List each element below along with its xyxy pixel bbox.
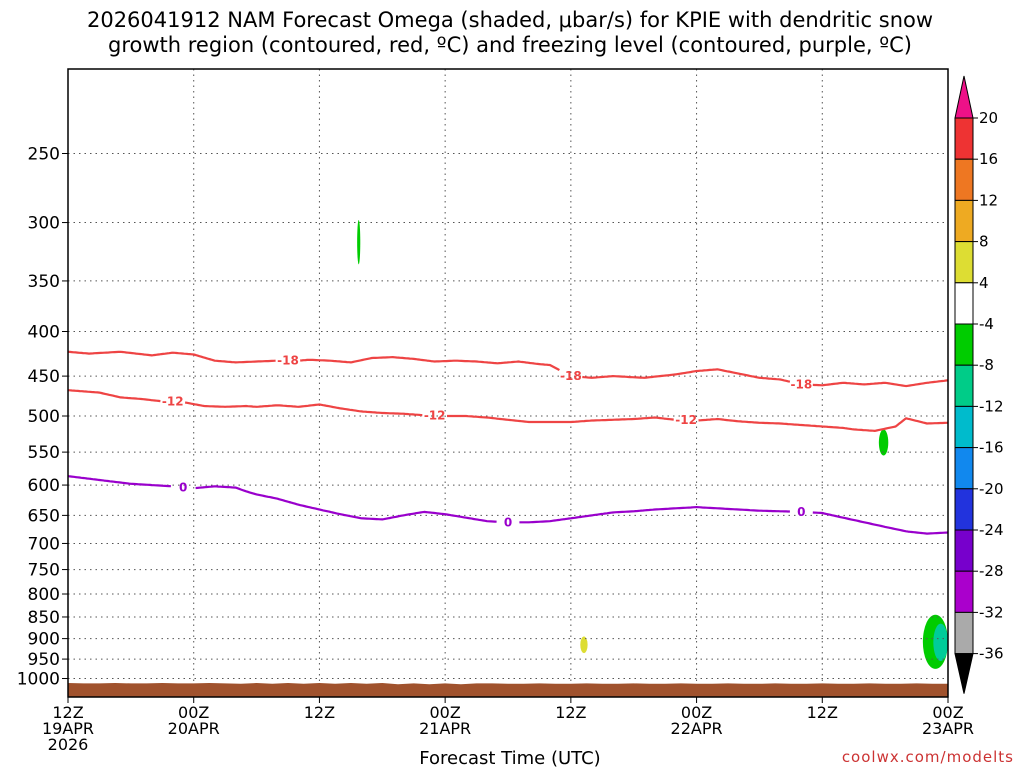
colorbar-swatch (954, 611, 974, 655)
contour-label: -12 (675, 413, 697, 427)
y-tick-label: 750 (28, 561, 60, 581)
colorbar-swatch (954, 199, 974, 243)
omega-shaded-region (580, 636, 588, 654)
contour-label: -18 (790, 377, 812, 391)
colorbar-swatch (954, 405, 974, 449)
contour-line (519, 506, 790, 524)
y-tick-label: 250 (28, 145, 60, 165)
contour-line (300, 356, 560, 372)
x-tick-label: 2026 (48, 735, 89, 754)
x-tick-label: 22APR (671, 719, 723, 738)
contour-layer: -18 -18 -18 -12 -12 -12 0 0 0 (67, 350, 949, 535)
x-tick-label: 19APR (42, 719, 94, 738)
x-tick-label: 00Z (429, 703, 460, 722)
y-tick-label: 400 (28, 323, 60, 343)
colorbar-label: -28 (979, 562, 1004, 580)
y-tick-label: 350 (28, 272, 60, 292)
terrain-surface (68, 683, 948, 697)
contour-line (67, 389, 161, 403)
y-tick-label: 450 (28, 367, 60, 387)
grid-lines (68, 69, 948, 697)
y-tick-label: 950 (28, 650, 60, 670)
y-tick-label: 1000 (17, 670, 60, 690)
colorbar-label: -36 (979, 645, 1004, 663)
contour-line (184, 401, 423, 417)
colorbar-swatch (954, 241, 974, 284)
y-axis: 2503003504004505005506006507007508008509… (17, 145, 68, 690)
y-tick-label: 900 (28, 630, 60, 650)
colorbar-label: -32 (979, 603, 1004, 621)
colorbar-swatch (954, 158, 974, 201)
colorbar-label: -8 (979, 356, 994, 374)
y-tick-label: 600 (28, 476, 60, 496)
colorbar-swatch (954, 447, 974, 490)
omega-shaded-region (933, 623, 949, 662)
colorbar-swatch (954, 488, 974, 531)
colorbar-top-triangle (954, 75, 974, 119)
contour-line (195, 485, 497, 523)
contour-line (582, 368, 791, 383)
colorbar-swatch (954, 570, 974, 613)
colorbar-label: -4 (979, 315, 994, 333)
contour-label: 0 (797, 505, 805, 519)
chart-title-line-1: 2026041912 NAM Forecast Omega (shaded, μ… (87, 8, 933, 32)
omega-shading-layer (357, 220, 949, 669)
chart-title: 2026041912 NAM Forecast Omega (shaded, μ… (87, 8, 933, 57)
colorbar-label: 16 (979, 150, 998, 168)
x-tick-label: 12Z (555, 703, 586, 722)
colorbar-label: 4 (979, 274, 989, 292)
y-tick-label: 650 (28, 506, 60, 526)
terrain-layer (68, 683, 948, 697)
contour-label: 0 (504, 515, 512, 529)
colorbar-label: 20 (979, 109, 998, 127)
y-tick-label: 850 (28, 608, 60, 628)
colorbar-swatch (954, 364, 974, 407)
y-tick-label: 500 (28, 407, 60, 427)
omega-shaded-region (878, 429, 889, 456)
contour-label: -12 (424, 409, 446, 423)
x-tick-label: 12Z (807, 703, 838, 722)
colorbar-swatch (954, 282, 974, 325)
colorbar-label: -16 (979, 439, 1004, 457)
colorbar-label: 8 (979, 233, 989, 251)
contour-label: -18 (560, 369, 582, 383)
contour-line (812, 511, 949, 535)
colorbar-label: -24 (979, 521, 1004, 539)
x-tick-label: 20APR (168, 719, 220, 738)
chart-title-line-2: growth region (contoured, red, ºC) and f… (108, 33, 912, 57)
colorbar-swatch (954, 323, 974, 366)
x-tick-label: 00Z (681, 703, 712, 722)
x-axis-title: Forecast Time (UTC) (419, 748, 600, 768)
colorbar-bottom-triangle (954, 653, 974, 694)
y-tick-label: 300 (28, 214, 60, 234)
contour-label: -18 (277, 354, 299, 368)
contour-line (812, 379, 949, 388)
credit-text: coolwx.com/modelts (842, 748, 1014, 766)
x-tick-label: 12Z (304, 703, 335, 722)
colorbar: 20 16 12 8 4 -4 -8 -12 -16 -20 -24 -28 -32 -36 (954, 75, 1004, 694)
y-tick-label: 700 (28, 534, 60, 554)
colorbar-label: 12 (979, 191, 998, 209)
colorbar-swatch (954, 117, 974, 160)
x-tick-label: 12Z (52, 703, 83, 722)
colorbar-label: -20 (979, 480, 1004, 498)
y-tick-label: 550 (28, 443, 60, 463)
contour-line (67, 475, 171, 488)
x-tick-label: 00Z (932, 703, 963, 722)
x-tick-label: 00Z (178, 703, 209, 722)
colorbar-swatch (954, 529, 974, 572)
plot-frame (67, 68, 949, 698)
omega-shaded-region (357, 220, 361, 265)
contour-line (698, 417, 948, 432)
colorbar-label: -12 (979, 397, 1004, 415)
contour-label: -12 (162, 395, 184, 409)
contour-line (447, 414, 674, 424)
x-tick-label: 21APR (419, 719, 471, 738)
contour-label: 0 (179, 480, 187, 494)
contour-line (67, 350, 276, 364)
y-tick-label: 800 (28, 585, 60, 605)
x-tick-label: 23APR (922, 719, 974, 738)
